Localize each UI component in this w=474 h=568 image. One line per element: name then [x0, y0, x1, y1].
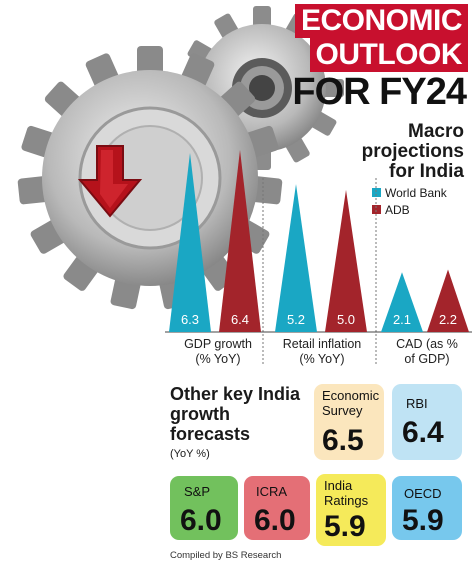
down-arrow-icon	[77, 145, 143, 218]
forecast-name: India Ratings	[324, 478, 369, 508]
data-label: 6.4	[231, 312, 249, 327]
bar-adb-0	[219, 150, 261, 332]
forecast-name: S&P	[184, 484, 211, 499]
legend-item-adb: ADB	[372, 201, 447, 218]
category-label-cad-line2: of GDP)	[404, 352, 450, 366]
data-label: 2.2	[439, 312, 457, 327]
data-label: 2.1	[393, 312, 411, 327]
data-label: 5.2	[287, 312, 305, 327]
forecast-value: 6.0	[254, 504, 296, 537]
other-forecasts-title: Other key India growth forecasts	[170, 384, 301, 444]
large-gear-icon	[17, 46, 283, 310]
legend-label-adb: ADB	[385, 202, 410, 217]
page-title-line3: FOR FY24	[292, 71, 467, 113]
forecast-value: 5.9	[324, 510, 366, 543]
legend-swatch-adb	[372, 205, 381, 214]
bar-adb-2	[427, 269, 469, 332]
legend-label-world-bank: World Bank	[385, 185, 447, 200]
forecast-card-sp: S&P 6.0	[170, 476, 238, 540]
forecast-name: Economic Survey	[322, 388, 380, 418]
other-forecasts-unit: (YoY %)	[170, 448, 210, 460]
page-title-line2: OUTLOOK	[309, 38, 468, 72]
forecast-value: 6.5	[322, 424, 364, 457]
bar-adb-1	[325, 189, 367, 332]
forecast-card-icra: ICRA 6.0	[244, 476, 310, 540]
category-label-gdp-line2: (% YoY)	[195, 352, 241, 366]
data-label: 5.0	[337, 312, 355, 327]
category-label-inflation: Retail inflation (% YoY)	[270, 337, 374, 367]
forecast-value: 6.0	[180, 504, 222, 537]
legend-swatch-world-bank	[372, 188, 381, 197]
forecast-card-rbi: RBI 6.4	[392, 384, 462, 460]
category-label-inflation-line2: (% YoY)	[299, 352, 345, 366]
forecast-name: ICRA	[256, 484, 288, 499]
bar-world-bank-1	[275, 184, 317, 332]
forecast-name: RBI	[406, 396, 428, 411]
forecast-card-oecd: OECD 5.9	[392, 476, 462, 540]
forecast-value: 5.9	[402, 504, 444, 537]
forecast-card-economic-survey: Economic Survey 6.5	[314, 384, 384, 460]
forecast-value: 6.4	[402, 416, 444, 449]
legend-item-world-bank: World Bank	[372, 184, 447, 201]
chart-legend: World Bank ADB	[372, 184, 447, 218]
bar-world-bank-0	[169, 152, 211, 332]
data-label: 6.3	[181, 312, 199, 327]
category-label-gdp: GDP growth (% YoY)	[168, 337, 268, 367]
macro-projections-title: Macro projections for India	[361, 121, 464, 182]
source-credit: Compiled by BS Research	[170, 550, 282, 561]
category-label-cad: CAD (as % of GDP)	[382, 337, 472, 367]
forecast-card-india-ratings: India Ratings 5.9	[316, 474, 386, 546]
category-label-gdp-line1: GDP growth	[184, 337, 252, 351]
forecast-name: OECD	[404, 486, 442, 501]
category-label-inflation-line1: Retail inflation	[282, 337, 362, 351]
page-title-line1: ECONOMIC	[295, 4, 468, 38]
bar-world-bank-2	[381, 272, 423, 332]
category-label-cad-line1: CAD (as %	[396, 337, 458, 351]
